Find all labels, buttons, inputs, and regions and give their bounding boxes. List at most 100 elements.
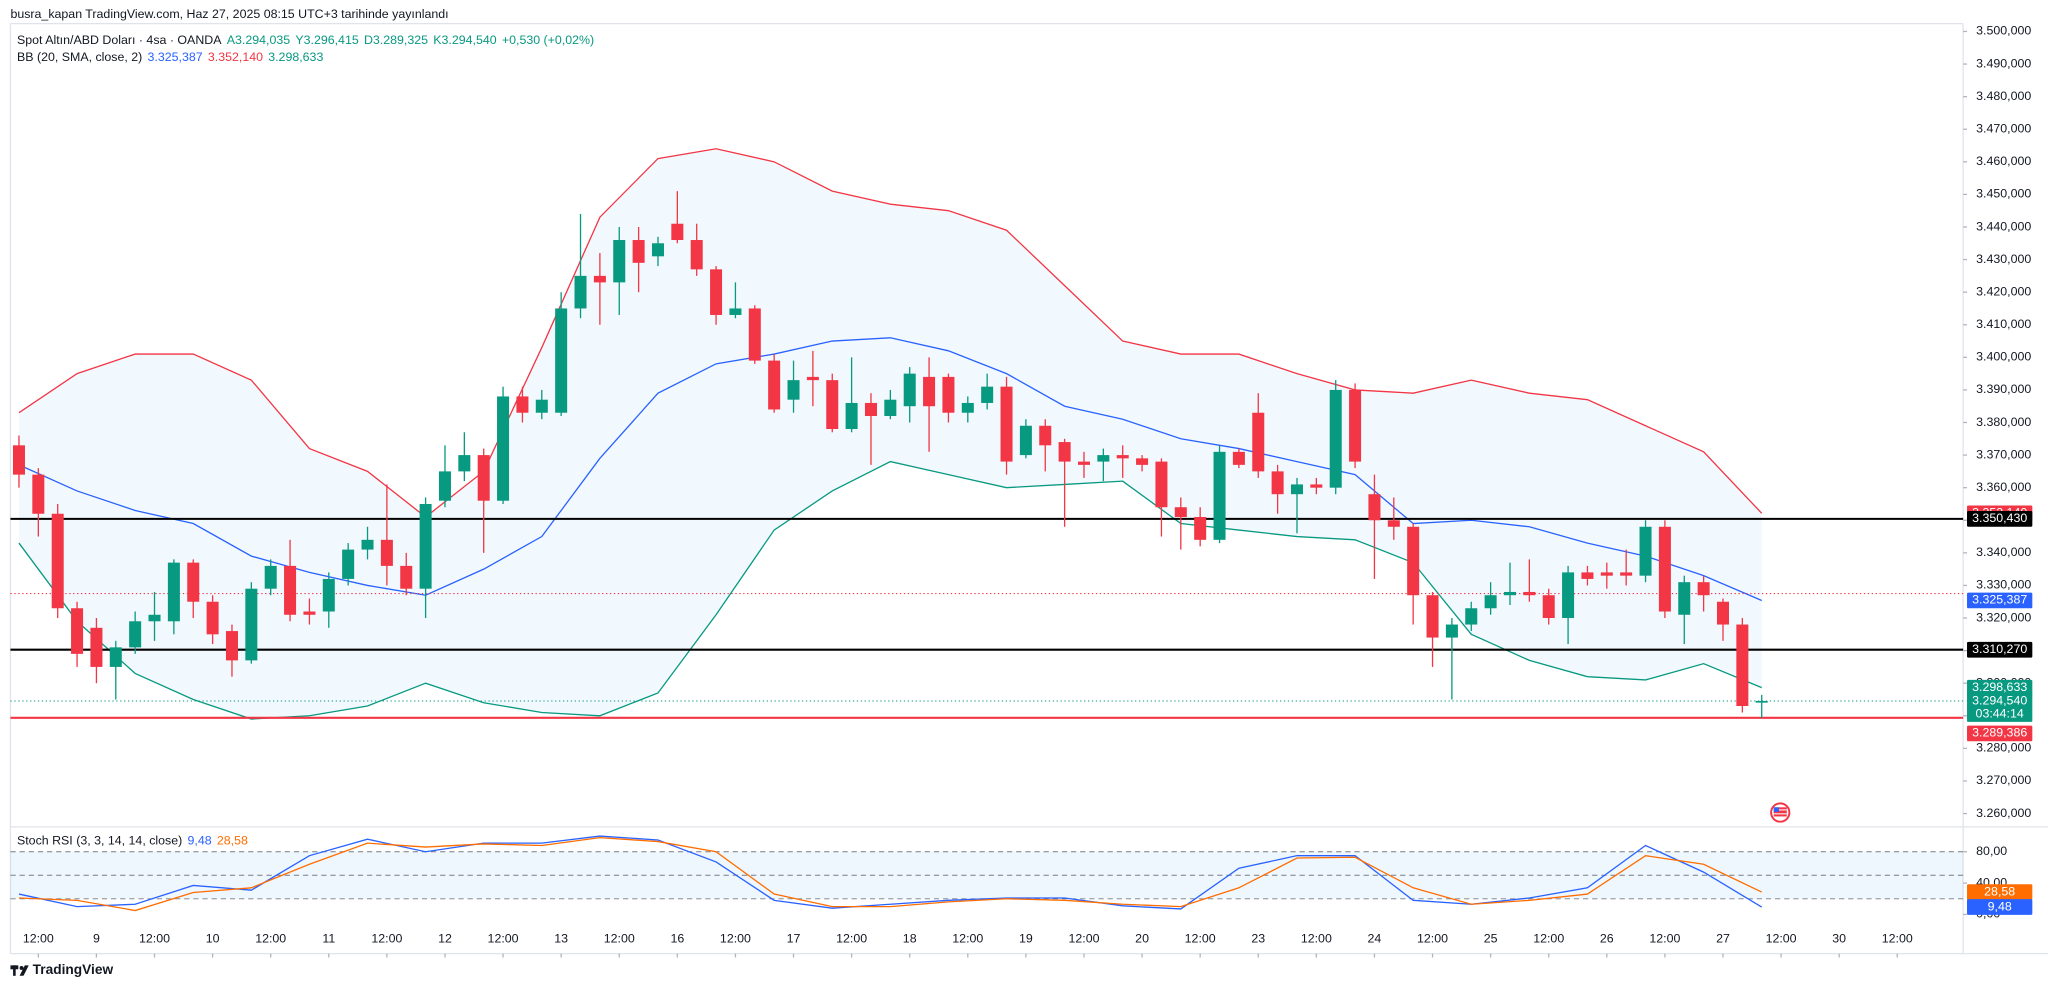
candle-body	[1039, 425, 1052, 446]
candle-body	[1465, 608, 1478, 625]
candle-body	[1445, 624, 1458, 638]
candle-body	[826, 380, 839, 430]
candle-body	[1097, 455, 1110, 462]
stoch-tag: 9,48	[1988, 899, 2012, 913]
x-tick-label: 17	[787, 932, 801, 946]
candle-body	[264, 565, 277, 589]
flag-icon	[1770, 802, 1791, 823]
watermark: TradingView	[33, 962, 114, 977]
candle-body	[497, 396, 510, 501]
candle-body	[71, 608, 84, 654]
y-tick-label: 80,00	[1976, 844, 2007, 858]
candle-body	[845, 402, 858, 430]
candle-body	[710, 269, 723, 315]
band-tag-bg	[1967, 592, 2033, 609]
candle-body	[1503, 591, 1516, 596]
candle-body	[613, 240, 626, 283]
candle-body	[903, 373, 916, 407]
band-fill	[18, 148, 1762, 720]
level-tag-bg	[1967, 511, 2033, 527]
stoch-tag-bg	[1967, 899, 2033, 915]
candle-body	[1329, 389, 1342, 488]
y-tick-label: 3.460,000	[1976, 154, 2031, 168]
candle-body	[981, 386, 994, 403]
candle-body	[1271, 471, 1284, 495]
x-tick-label: 30	[1832, 932, 1846, 946]
candle-body	[12, 445, 25, 475]
candle-body	[458, 455, 471, 472]
candle-body	[632, 240, 645, 263]
x-tick-label: 16	[670, 932, 684, 946]
candle-body	[1368, 494, 1381, 521]
candle-body	[32, 474, 45, 514]
legend-text: +0,530 (+0,02%)	[502, 33, 594, 47]
x-tick-label: 25	[1484, 932, 1498, 946]
legend-text: BB (20, SMA, close, 2)	[17, 50, 142, 64]
level-tag-bg	[1967, 725, 2033, 742]
stoch-line	[18, 836, 1763, 912]
candle-body	[1639, 526, 1652, 576]
stoch-band	[10, 851, 1964, 899]
candle-body	[787, 380, 800, 400]
level-tag-bg	[1967, 641, 2033, 658]
level-tag: 3.289,386	[1972, 726, 2027, 740]
candle-body	[342, 549, 355, 579]
candle-body	[1736, 624, 1749, 707]
legend-text: Y3.296,415	[295, 33, 358, 47]
candle-body	[1213, 451, 1226, 540]
x-tick-label: 9	[93, 932, 100, 946]
candle-body	[690, 240, 703, 270]
y-tick-label: 3.360,000	[1976, 480, 2031, 494]
y-tick-label: 3.480,000	[1976, 89, 2031, 103]
band-tag-bg	[1967, 679, 2033, 696]
countdown: 03:44:14	[1976, 706, 2024, 720]
candle-body	[535, 399, 548, 413]
legend-text: K3.294,540	[433, 33, 496, 47]
x-tick-label: 10	[206, 932, 220, 946]
x-tick-label: 19	[1019, 932, 1033, 946]
candle-body	[51, 513, 64, 609]
x-tick-label: 12:00	[1185, 932, 1216, 946]
y-tick-label: 3.430,000	[1976, 252, 2031, 266]
price-tag: 3.294,540	[1972, 693, 2027, 707]
candle-body	[1755, 700, 1768, 703]
candle-body	[206, 601, 219, 635]
legend-text: 3.352,140	[208, 50, 263, 64]
y-tick-label: 3.390,000	[1976, 382, 2031, 396]
x-tick-label: 18	[903, 932, 917, 946]
price-tag-bg	[1967, 693, 2033, 722]
candle-body	[129, 621, 142, 648]
y-tick-label: 3.330,000	[1976, 578, 2031, 592]
legend-text: 3.325,387	[148, 50, 203, 64]
x-tick-label: 24	[1368, 932, 1382, 946]
band-tag: 3.325,387	[1972, 593, 2027, 607]
candle-body	[593, 275, 606, 283]
x-tick-label: 12:00	[1533, 932, 1564, 946]
candle-body	[1523, 591, 1536, 596]
x-tick-label: 12:00	[139, 932, 170, 946]
candle-body	[1116, 455, 1129, 459]
legend-text: 3.298,633	[268, 50, 323, 64]
candle-body	[516, 396, 529, 413]
x-tick-label: 12:00	[604, 932, 635, 946]
y-tick-label: 3.340,000	[1976, 545, 2031, 559]
x-tick-label: 12:00	[1766, 932, 1797, 946]
candle-body	[225, 631, 238, 661]
candle-body	[574, 275, 587, 309]
y-tick-label: 3.420,000	[1976, 284, 2031, 298]
x-tick-label: 12:00	[1882, 932, 1913, 946]
candle-body	[1426, 595, 1439, 638]
candle-body	[1484, 595, 1497, 609]
y-tick-label: 3.320,000	[1976, 610, 2031, 624]
y-tick-label: 3.500,000	[1976, 24, 2031, 38]
x-tick-label: 20	[1135, 932, 1149, 946]
candle-body	[322, 578, 335, 612]
candle-body	[361, 539, 374, 550]
candle-body	[1155, 461, 1168, 508]
candle-body	[1658, 526, 1671, 612]
candle-body	[1542, 595, 1555, 619]
candle-body	[651, 243, 664, 257]
candle-body	[1697, 582, 1710, 596]
bollinger-line	[18, 148, 1763, 518]
